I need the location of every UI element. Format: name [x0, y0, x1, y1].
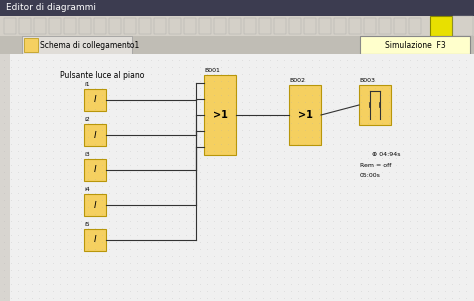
Bar [169, 18, 181, 34]
Bar [84, 229, 106, 251]
Bar [22, 36, 132, 54]
Bar [259, 18, 271, 34]
Bar [139, 18, 151, 34]
Bar [184, 18, 196, 34]
Bar [244, 18, 256, 34]
Text: i3: i3 [84, 152, 90, 157]
Bar [34, 18, 46, 34]
Text: >1: >1 [212, 110, 228, 120]
Bar [204, 75, 236, 155]
Bar [109, 18, 121, 34]
Text: I: I [94, 95, 96, 104]
Bar [84, 89, 106, 111]
Text: i1: i1 [84, 82, 90, 87]
Text: I: I [94, 166, 96, 175]
Text: I: I [94, 200, 96, 209]
Bar [49, 18, 61, 34]
Bar [0, 36, 474, 54]
Bar [359, 85, 391, 125]
Text: Simulazione  F3: Simulazione F3 [384, 41, 446, 49]
Bar [94, 18, 106, 34]
Text: 05:00s: 05:00s [360, 173, 381, 178]
Bar [0, 54, 10, 301]
Text: Rem = off: Rem = off [360, 163, 392, 168]
Text: B002: B002 [289, 78, 305, 83]
Text: i4: i4 [84, 187, 90, 192]
Bar [334, 18, 346, 34]
Text: B001: B001 [204, 68, 220, 73]
Bar [360, 36, 470, 54]
Bar [24, 38, 38, 52]
Bar [364, 18, 376, 34]
Bar [229, 18, 241, 34]
Bar [84, 124, 106, 146]
Bar [199, 18, 211, 34]
Bar [4, 18, 16, 34]
Bar [19, 18, 31, 34]
Bar [79, 18, 91, 34]
Text: Pulsante luce al piano: Pulsante luce al piano [60, 70, 145, 79]
Bar [453, 16, 473, 36]
Bar [430, 16, 452, 36]
Bar [349, 18, 361, 34]
Bar [304, 18, 316, 34]
Bar [274, 18, 286, 34]
Bar [154, 18, 166, 34]
Bar [64, 18, 76, 34]
Text: i5: i5 [84, 222, 90, 227]
Bar [214, 18, 226, 34]
Bar [409, 18, 421, 34]
Text: x: x [128, 41, 133, 49]
Bar [0, 0, 474, 16]
Bar [0, 54, 474, 301]
Text: I: I [94, 235, 96, 244]
Bar [289, 18, 301, 34]
Text: Editor di diagrammi: Editor di diagrammi [6, 4, 96, 13]
Text: i2: i2 [84, 117, 90, 122]
Bar [84, 194, 106, 216]
Text: I: I [94, 131, 96, 139]
Bar [394, 18, 406, 34]
Bar [379, 18, 391, 34]
Bar [84, 159, 106, 181]
Text: ⊕ 04:94s: ⊕ 04:94s [372, 152, 401, 157]
Bar [124, 18, 136, 34]
Text: B003: B003 [359, 78, 375, 83]
Bar [289, 85, 321, 145]
Bar [0, 16, 474, 36]
Text: >1: >1 [298, 110, 312, 120]
Bar [319, 18, 331, 34]
Text: Schema di collegamento1: Schema di collegamento1 [40, 41, 139, 49]
